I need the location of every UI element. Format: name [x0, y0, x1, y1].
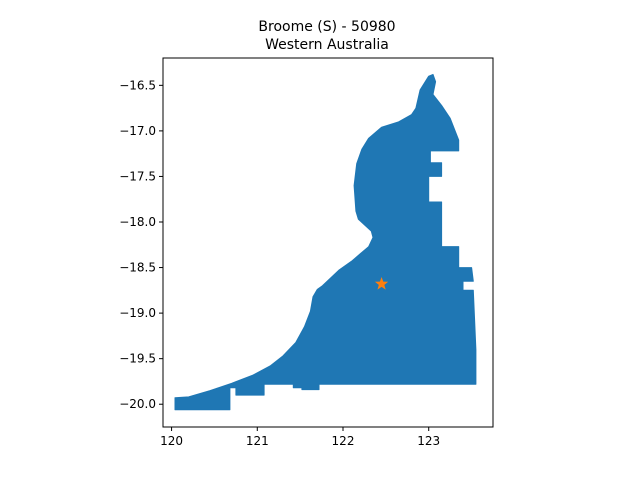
y-tick-label: −18.0 — [119, 215, 156, 229]
y-tick-label: −18.5 — [119, 261, 156, 275]
y-tick-label: −19.5 — [119, 352, 156, 366]
region-shape — [174, 73, 477, 411]
x-tick-label: 120 — [160, 434, 183, 448]
plot-frame — [162, 57, 494, 428]
y-tick-label: −17.5 — [119, 169, 156, 183]
y-tick-label: −19.0 — [119, 306, 156, 320]
y-tick-label: −17.0 — [119, 124, 156, 138]
region-layer — [174, 73, 477, 411]
marker-layer — [374, 276, 389, 290]
x-axis: 120 121 122 123 — [160, 427, 440, 448]
y-tick-label: −16.5 — [119, 78, 156, 92]
x-tick-label: 121 — [246, 434, 269, 448]
location-star-marker — [374, 276, 389, 290]
map-subtitle: Western Australia — [265, 37, 389, 53]
x-tick-label: 122 — [332, 434, 355, 448]
y-tick-label: −20.0 — [119, 397, 156, 411]
x-tick-label: 123 — [417, 434, 440, 448]
y-axis: −16.5 −17.0 −17.5 −18.0 −18.5 −19.0 −19.5 −20.0 — [119, 78, 163, 411]
map-title: Broome (S) - 50980 — [258, 19, 395, 35]
